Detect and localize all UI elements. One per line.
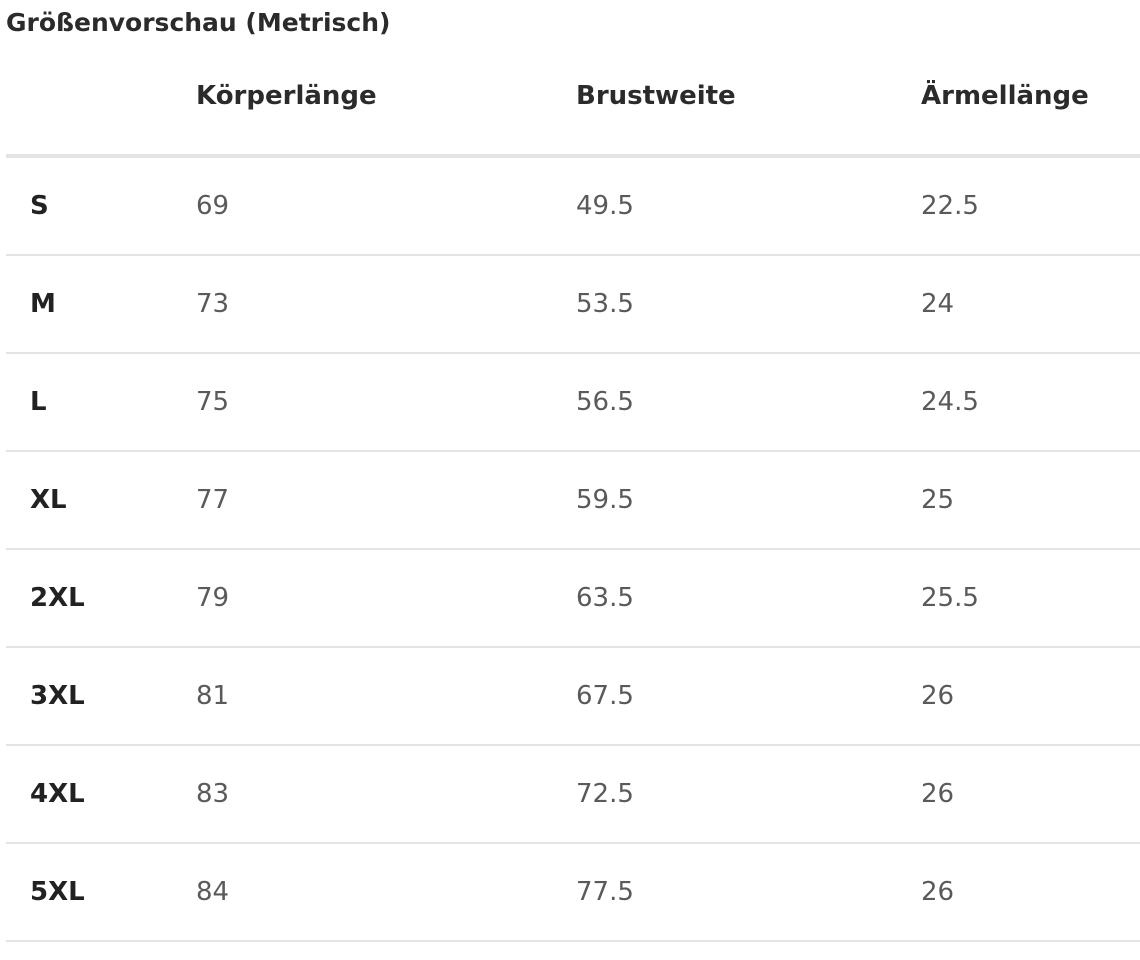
measurement: 73 xyxy=(196,289,230,319)
table-row: 5XL 84 77.5 26 xyxy=(6,844,1140,942)
measurement: 77.5 xyxy=(576,877,634,907)
table-row: 4XL 83 72.5 26 xyxy=(6,746,1140,844)
size-label: S xyxy=(30,191,49,221)
table-row: 3XL 81 67.5 26 xyxy=(6,648,1140,746)
title: Größenvorschau (Metrisch) xyxy=(6,8,391,37)
measurement: 25.5 xyxy=(921,583,979,613)
table-row: M 73 53.5 24 xyxy=(6,256,1140,354)
measurement: 84 xyxy=(196,877,230,907)
size-label: M xyxy=(30,289,56,319)
size-label: XL xyxy=(30,485,67,515)
column-header: Brustweite xyxy=(576,81,736,111)
measurement: 24.5 xyxy=(921,387,979,417)
measurement: 75 xyxy=(196,387,230,417)
measurement: 53.5 xyxy=(576,289,634,319)
column-header: Körperlänge xyxy=(196,81,377,111)
measurement: 67.5 xyxy=(576,681,634,711)
measurement: 49.5 xyxy=(576,191,634,221)
table-row: S 69 49.5 22.5 xyxy=(6,158,1140,256)
measurement: 56.5 xyxy=(576,387,634,417)
measurement: 81 xyxy=(196,681,230,711)
size-label: L xyxy=(30,387,47,417)
table-row: XL 77 59.5 25 xyxy=(6,452,1140,550)
measurement: 26 xyxy=(921,681,955,711)
measurement: 72.5 xyxy=(576,779,634,809)
measurement: 26 xyxy=(921,877,955,907)
measurement: 22.5 xyxy=(921,191,979,221)
measurement: 83 xyxy=(196,779,230,809)
size-label: 4XL xyxy=(30,779,85,809)
measurement: 69 xyxy=(196,191,230,221)
table-row: 2XL 79 63.5 25.5 xyxy=(6,550,1140,648)
measurement: 24 xyxy=(921,289,955,319)
header-row: Körperlänge Brustweite Ärmellänge xyxy=(6,50,1140,158)
measurement: 25 xyxy=(921,485,955,515)
table-row: L 75 56.5 24.5 xyxy=(6,354,1140,452)
column-header: Ärmellänge xyxy=(921,81,1089,111)
size-label: 2XL xyxy=(30,583,85,613)
measurement: 79 xyxy=(196,583,230,613)
measurement: 63.5 xyxy=(576,583,634,613)
size-label: 3XL xyxy=(30,681,85,711)
measurement: 26 xyxy=(921,779,955,809)
measurement: 59.5 xyxy=(576,485,634,515)
size-table: Körperlänge Brustweite Ärmellänge S 69 49.5 2… xyxy=(6,50,1140,942)
size-label: 5XL xyxy=(30,877,85,907)
measurement: 77 xyxy=(196,485,230,515)
